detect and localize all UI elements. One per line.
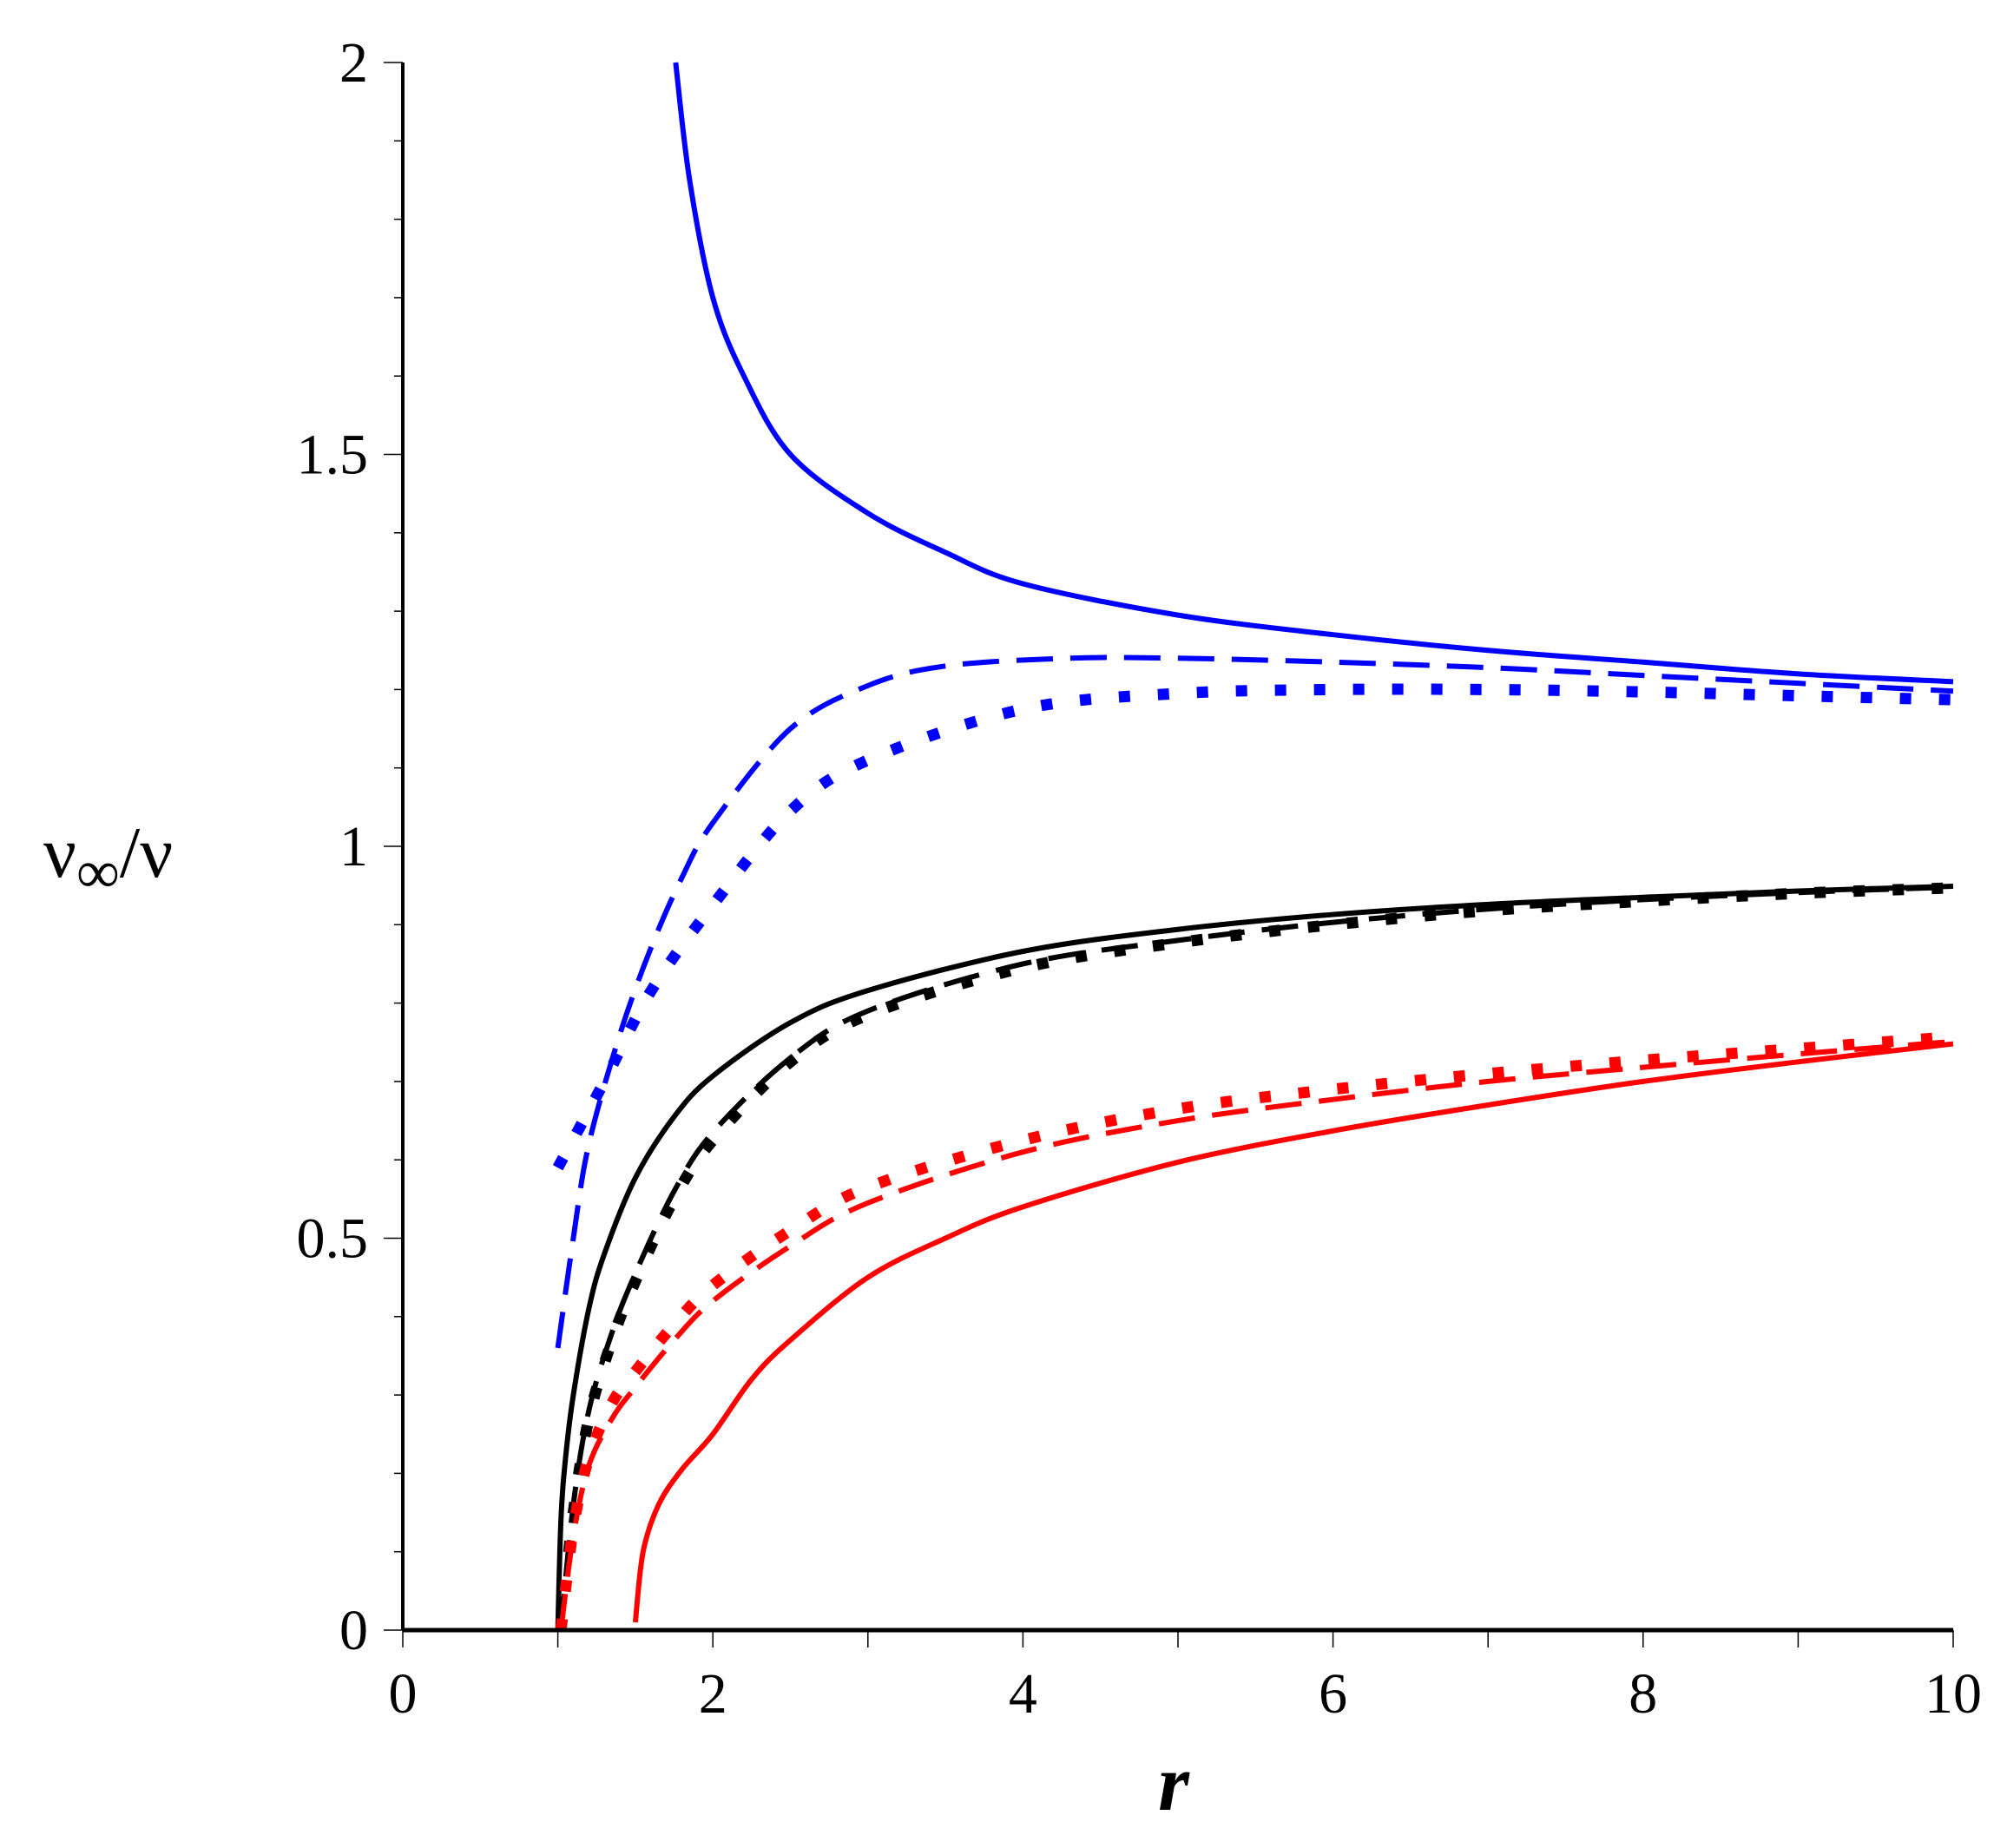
x-tick-label: 2 bbox=[699, 1662, 727, 1726]
y-label-tail: /ν bbox=[120, 812, 173, 893]
blue-dashed-curve bbox=[555, 654, 1954, 1349]
y-label-sub: ∞ bbox=[76, 839, 120, 906]
y-tick-label: 2 bbox=[339, 31, 368, 95]
y-tick-label: 1 bbox=[339, 815, 368, 878]
y-ticks: 0 0.5 1 1.5 2 bbox=[297, 31, 403, 1662]
x-tick-label: 0 bbox=[389, 1662, 418, 1726]
red-solid-curve bbox=[632, 1041, 1954, 1623]
red-dashed-curve bbox=[558, 1038, 1954, 1631]
x-ticks: 0 2 4 6 8 10 bbox=[389, 1630, 1982, 1726]
series-layer bbox=[552, 62, 1954, 1631]
y-tick-label: 0 bbox=[339, 1599, 368, 1662]
x-tick-label: 6 bbox=[1319, 1662, 1347, 1726]
axes bbox=[401, 62, 1953, 1633]
y-label-main: ν bbox=[43, 812, 76, 893]
x-axis-label: r bbox=[1158, 1739, 1190, 1827]
y-tick-label: 1.5 bbox=[297, 424, 369, 487]
blue-solid-curve bbox=[673, 62, 1954, 685]
y-tick-label: 0.5 bbox=[297, 1207, 369, 1271]
blue-dotted-curve bbox=[552, 683, 1954, 1171]
black-dotted-curve bbox=[555, 882, 1954, 1631]
x-tick-label: 4 bbox=[1009, 1662, 1037, 1726]
x-tick-label: 10 bbox=[1925, 1662, 1982, 1726]
y-axis-label: ν∞/ν bbox=[43, 812, 173, 906]
x-tick-label: 8 bbox=[1629, 1662, 1657, 1726]
red-dotted-curve bbox=[555, 1030, 1954, 1631]
